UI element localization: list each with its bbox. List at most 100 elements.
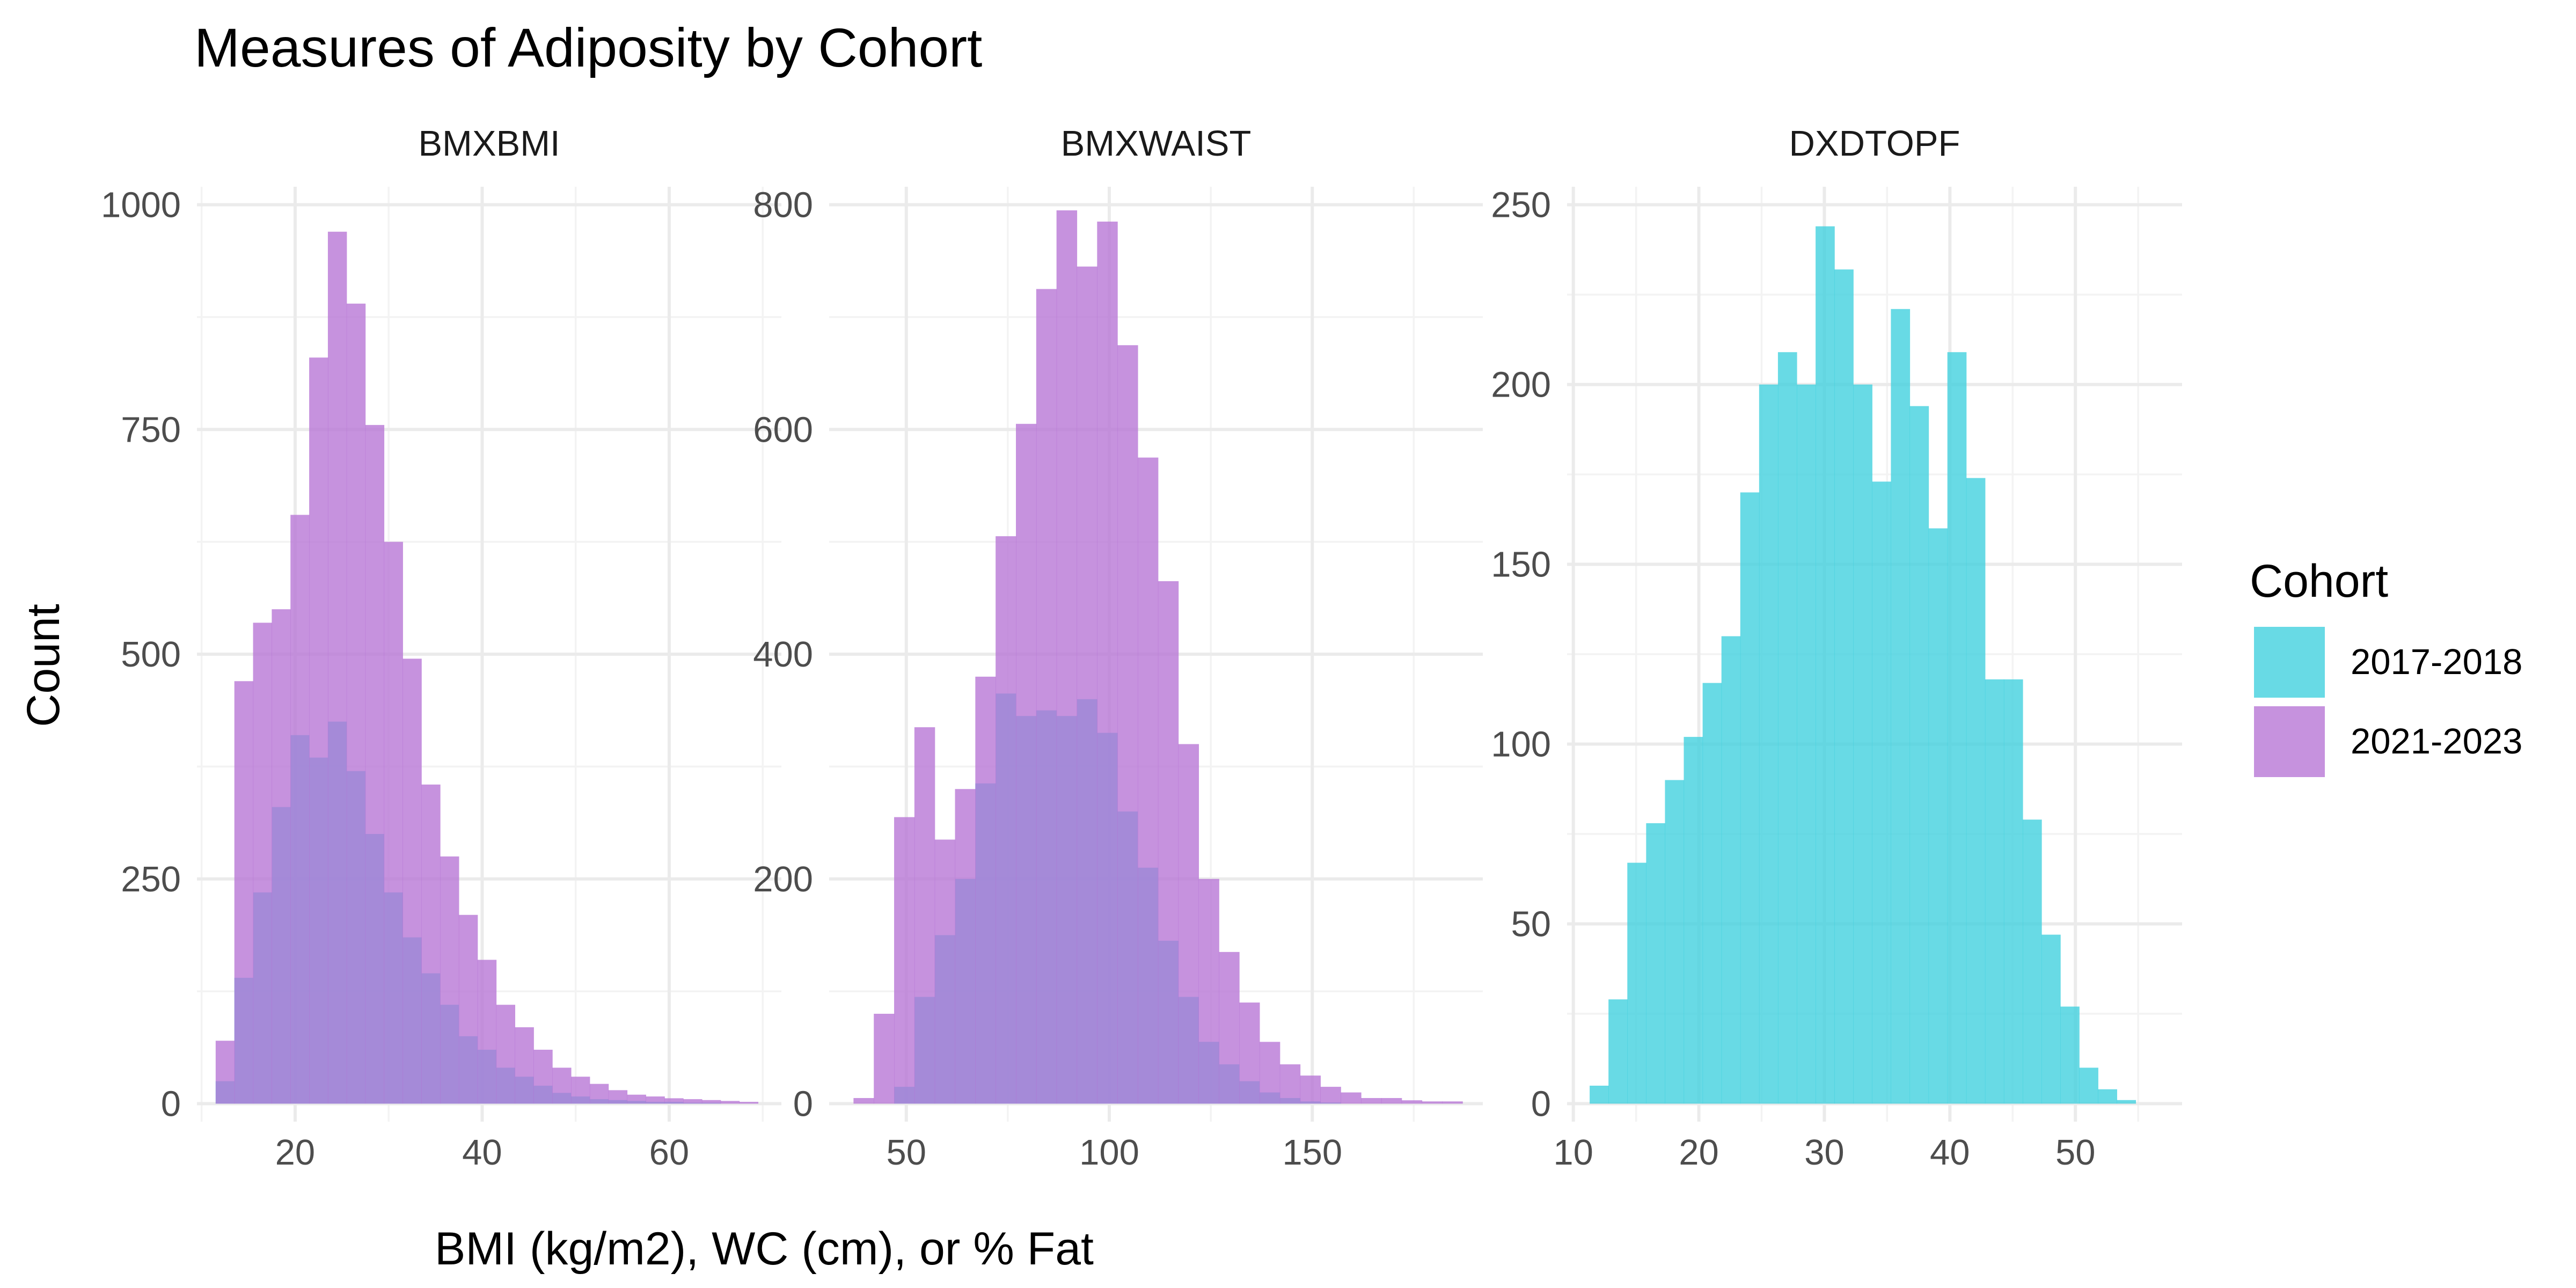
histogram-bar [1834,269,1854,1104]
series-2021-2023-bmxwaist [853,210,1463,1104]
y-tick-label: 800 [753,185,813,225]
histogram-bar [2022,819,2042,1104]
histogram-bar [1381,1098,1402,1104]
histogram-bar [1279,1064,1301,1104]
panel-title-dxdtopf: DXDTOPF [1789,123,1960,164]
histogram-bar [533,1050,553,1104]
histogram-bar [1966,478,1986,1104]
histogram-bar [2060,1006,2080,1104]
histogram-bar [1721,636,1741,1104]
histogram-bar [1137,457,1159,1104]
histogram-bar [1740,492,1760,1104]
y-tick-label: 500 [121,634,181,675]
x-tick-label: 100 [1079,1132,1139,1173]
histogram-bar [346,303,366,1104]
histogram-bar [309,357,328,1104]
histogram-bar [1341,1092,1362,1104]
histogram-bar [1646,823,1666,1104]
histogram-bar [664,1098,684,1104]
panel-title-bmxbmi: BMXBMI [418,123,560,164]
histogram-bar [1759,384,1779,1104]
histogram-bar [1985,679,2004,1104]
histogram-bar [327,231,347,1104]
histogram-bar [1702,683,1722,1104]
histogram-bar [2003,679,2023,1104]
histogram-bar [1442,1101,1463,1104]
x-tick-label: 20 [275,1132,316,1173]
histogram-bar [874,1014,895,1104]
histogram-bar [996,536,1016,1104]
y-tick-label: 100 [1491,724,1551,765]
histogram-bar [1928,528,1948,1104]
histogram-bar [2041,934,2061,1104]
histogram-bar [215,1041,235,1104]
histogram-bar [894,817,915,1104]
x-tick-label: 150 [1282,1132,1342,1173]
histogram-bar [1117,345,1138,1104]
histogram-bar [440,856,459,1104]
histogram-bar [1872,481,1892,1104]
y-tick-label: 200 [753,859,813,899]
x-tick-label: 40 [1930,1132,1970,1173]
histogram-bar [853,1098,874,1104]
histogram-bar [1608,999,1628,1104]
y-tick-label: 0 [1531,1084,1551,1124]
histogram-bar [934,839,956,1104]
histogram-bar [1891,309,1911,1104]
histogram-bar [421,784,441,1104]
histogram-bar [1097,221,1118,1104]
histogram-bar [589,1084,609,1104]
histogram-bar [1320,1087,1341,1104]
histogram-bar [1684,737,1703,1104]
x-tick-label: 10 [1553,1132,1593,1173]
histogram-bar [458,914,478,1104]
panel-dxdtopf: DXDTOPF 0 50 100 150 200 250 10 20 30 40 50 [1491,123,2182,1173]
y-tick-label: 1000 [101,185,181,225]
histogram-bar [1665,780,1685,1104]
y-tick-label: 250 [121,859,181,899]
histogram-bar [1300,1075,1321,1104]
histogram-bar [1853,384,1872,1104]
x-tick-label: 50 [2055,1132,2096,1173]
histogram-bar [1056,210,1078,1104]
histogram-bar [1036,289,1057,1104]
y-tick-label: 250 [1491,185,1551,225]
histogram-bar [1816,226,1835,1104]
histogram-bar [1627,862,1646,1104]
histogram-bar [1422,1101,1443,1104]
x-tick-label: 50 [886,1132,926,1173]
y-axis-title: Count [18,604,69,727]
x-tick-label: 30 [1804,1132,1845,1173]
histogram-bar [627,1094,646,1104]
histogram-bar [496,1005,516,1104]
histogram-bar [1401,1100,1423,1104]
histogram-bar [515,1027,534,1104]
histogram-bar [1361,1098,1382,1104]
histogram-bar [914,727,935,1104]
legend-label-2021-2023: 2021-2023 [2351,721,2522,762]
histogram-bar [975,676,996,1104]
panel-bmxbmi: BMXBMI 0 250 500 750 1000 20 40 60 [101,123,781,1173]
histogram-bar [720,1101,740,1104]
histogram-bar [477,960,497,1104]
y-tick-label: 750 [121,409,181,450]
histogram-bar [1239,1002,1260,1104]
histogram-bar [1777,352,1797,1104]
series-2021-2023-bmxbmi [215,231,759,1104]
y-tick-label: 0 [161,1084,181,1124]
histogram-bar [1947,352,1967,1104]
legend-key-2017-2018 [2254,627,2325,698]
series-2017-2018-dxdtopf [1590,226,2136,1104]
x-tick-label: 20 [1679,1132,1719,1173]
histogram-bar [2079,1067,2098,1104]
histogram-bar [1178,744,1199,1104]
histogram-bar [570,1077,590,1104]
histogram-bar [1590,1086,1609,1104]
histogram-bar [402,658,422,1104]
histogram-bar [1016,423,1037,1104]
histogram-bar [739,1102,759,1104]
histogram-bar [253,623,272,1104]
histogram-bar [234,681,254,1104]
y-tick-label: 50 [1511,904,1551,945]
